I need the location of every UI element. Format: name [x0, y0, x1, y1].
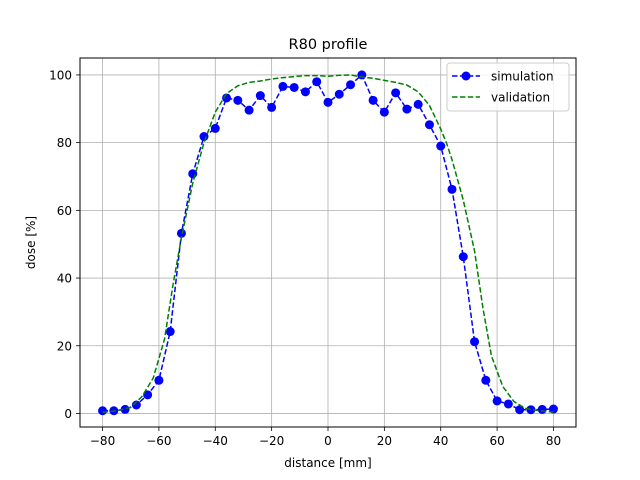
data-point-simulation	[436, 141, 446, 151]
data-point-simulation	[233, 95, 243, 105]
x-tick-label: 60	[489, 434, 504, 448]
y-tick-label: 100	[49, 68, 72, 82]
data-point-simulation	[222, 93, 232, 103]
data-point-simulation	[357, 70, 367, 80]
data-point-simulation	[323, 97, 333, 107]
legend-box	[446, 62, 570, 112]
x-tick-label: −80	[90, 434, 115, 448]
data-point-simulation	[289, 82, 299, 92]
data-point-simulation	[278, 81, 288, 91]
y-tick-label: 60	[57, 204, 72, 218]
data-point-simulation	[334, 89, 344, 99]
legend: simulation validation	[446, 62, 570, 112]
data-point-simulation	[346, 80, 356, 90]
data-point-simulation	[413, 99, 423, 109]
data-point-simulation	[267, 102, 277, 112]
data-point-simulation	[447, 184, 457, 194]
x-tick-label: 20	[377, 434, 392, 448]
data-point-simulation	[255, 91, 265, 101]
data-point-simulation	[402, 104, 412, 114]
x-axis-label: distance [mm]	[284, 456, 371, 470]
legend-simulation-marker	[461, 71, 471, 81]
x-tick-label: −40	[203, 434, 228, 448]
data-point-simulation	[143, 390, 153, 400]
data-point-simulation	[481, 375, 491, 385]
data-point-simulation	[458, 252, 468, 262]
data-point-simulation	[199, 132, 209, 142]
series-line-validation	[102, 74, 554, 413]
data-point-simulation	[391, 88, 401, 98]
y-tick-label: 0	[64, 407, 72, 421]
y-tick-label: 80	[57, 136, 72, 150]
x-tick-label: −60	[146, 434, 171, 448]
legend-simulation-label: simulation	[491, 70, 554, 84]
data-point-simulation	[537, 404, 547, 414]
data-point-simulation	[368, 95, 378, 105]
data-point-simulation	[526, 405, 536, 415]
data-point-simulation	[154, 375, 164, 385]
data-point-simulation	[165, 327, 175, 337]
chart-title: R80 profile	[289, 37, 368, 53]
data-point-simulation	[470, 337, 480, 347]
data-point-simulation	[244, 105, 254, 115]
data-point-simulation	[176, 228, 186, 238]
data-point-simulation	[98, 406, 108, 416]
data-point-simulation	[120, 404, 130, 414]
grid	[80, 58, 576, 427]
y-axis-ticks: 0 20 40 60 80 100	[49, 68, 80, 421]
series-layer	[98, 70, 558, 416]
data-point-simulation	[424, 120, 434, 130]
data-point-simulation	[312, 77, 322, 87]
x-axis-ticks: −80 −60 −40 −20 0 20 40 60 80	[90, 427, 561, 448]
x-tick-label: −20	[259, 434, 284, 448]
x-tick-label: 80	[546, 434, 561, 448]
legend-validation-label: validation	[491, 91, 550, 105]
x-tick-label: 40	[433, 434, 448, 448]
data-point-simulation	[379, 107, 389, 117]
y-axis-label: dose [%]	[24, 216, 38, 269]
y-tick-label: 40	[57, 272, 72, 286]
data-point-simulation	[131, 400, 141, 410]
data-point-simulation	[503, 399, 513, 409]
data-point-simulation	[492, 396, 502, 406]
data-point-simulation	[515, 405, 525, 415]
data-point-simulation	[300, 87, 310, 97]
data-point-simulation	[210, 123, 220, 133]
y-tick-label: 20	[57, 339, 72, 353]
x-tick-label: 0	[324, 434, 332, 448]
